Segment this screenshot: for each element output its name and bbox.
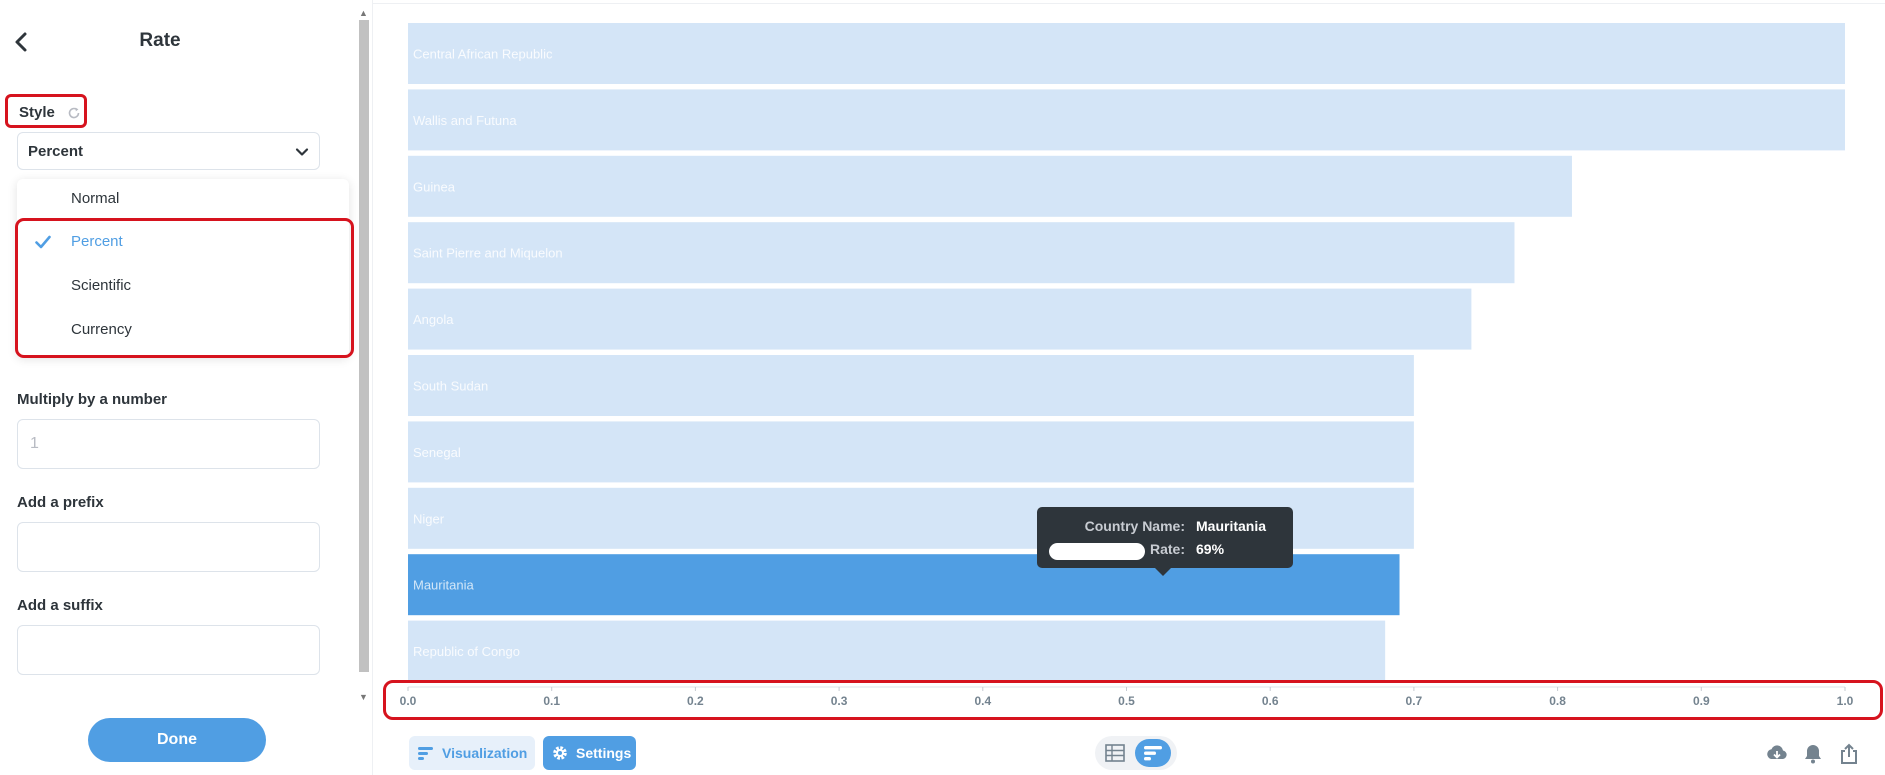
bar-label: Angola	[413, 312, 454, 327]
panel-title: Rate	[139, 30, 181, 51]
prefix-label: Add a prefix	[17, 494, 104, 511]
tooltip-key-rate: Rate:	[1149, 541, 1185, 557]
style-option-normal[interactable]: Normal	[17, 179, 349, 219]
share-icon[interactable]	[1837, 742, 1861, 766]
x-tick-label: 0.4	[974, 694, 991, 708]
chart-tooltip: Country Name: Mauritania Rate: 69%	[1037, 507, 1293, 576]
panel-scrollbar[interactable]: ▲ ▼	[356, 6, 371, 706]
bar[interactable]	[408, 355, 1414, 416]
top-divider	[373, 3, 1885, 4]
bar[interactable]	[408, 288, 1472, 350]
bar-chart: Central African Republic Wallis and Futun…	[400, 23, 1854, 708]
scroll-thumb[interactable]	[359, 20, 369, 672]
back-arrow-icon[interactable]	[10, 30, 34, 54]
scroll-up-icon[interactable]: ▲	[359, 8, 368, 18]
x-tick-label: 1.0	[1837, 694, 1854, 708]
tooltip-key-country: Country Name:	[1084, 518, 1185, 534]
x-tick-label: 0.8	[1549, 694, 1566, 708]
visualization-label: Visualization	[442, 745, 528, 761]
option-label: Currency	[71, 321, 132, 338]
bar[interactable]	[408, 421, 1414, 483]
scroll-down-icon[interactable]: ▼	[359, 692, 368, 702]
view-toggle	[1095, 736, 1177, 770]
option-label: Scientific	[71, 277, 132, 294]
bar[interactable]	[408, 23, 1845, 84]
bottom-bar: Visualization Settings	[373, 720, 1885, 775]
x-tick-label: 0.2	[687, 694, 704, 708]
settings-button[interactable]: Settings	[543, 736, 636, 770]
bar-label: Republic of Congo	[413, 644, 520, 659]
bar-label: Central African Republic	[413, 47, 553, 62]
tooltip-value-rate: 69%	[1196, 541, 1225, 557]
style-dropdown-menu: Normal Percent Scientific Currency	[17, 179, 349, 357]
redaction-mark	[1049, 543, 1145, 560]
style-select[interactable]: Percent	[17, 132, 320, 170]
bar-chart-icon	[1144, 746, 1162, 761]
bar-label: Wallis and Futuna	[413, 113, 517, 128]
bar[interactable]	[408, 89, 1845, 151]
bar-label: Niger	[413, 511, 445, 526]
visualization-button[interactable]: Visualization	[409, 736, 535, 770]
style-option-scientific[interactable]: Scientific	[17, 266, 349, 306]
option-label: Normal	[71, 190, 120, 207]
download-icon[interactable]	[1765, 742, 1789, 766]
bar-label: South Sudan	[413, 379, 488, 394]
x-tick-label: 0.1	[543, 694, 560, 708]
bar-chart-icon	[418, 747, 433, 760]
panel-divider	[372, 0, 373, 775]
panel-header: Rate	[0, 22, 340, 58]
style-label: Style	[19, 104, 55, 121]
bar[interactable]	[408, 620, 1386, 682]
style-option-percent[interactable]: Percent	[17, 222, 349, 262]
table-icon[interactable]	[1103, 742, 1127, 764]
gear-icon	[553, 746, 567, 760]
bar[interactable]	[408, 222, 1515, 284]
bar[interactable]	[408, 155, 1572, 217]
chart-view-toggle[interactable]	[1135, 739, 1171, 767]
style-option-currency[interactable]: Currency	[17, 310, 349, 350]
reset-icon[interactable]	[67, 106, 81, 120]
multiply-label: Multiply by a number	[17, 391, 168, 408]
style-select-value: Percent	[28, 143, 84, 160]
bar-label: Mauritania	[413, 578, 474, 593]
suffix-label: Add a suffix	[17, 597, 103, 614]
chart-area: Central African Republic Wallis and Futun…	[373, 0, 1885, 720]
bar-label: Guinea	[413, 179, 456, 194]
chevron-down-icon	[295, 148, 309, 156]
x-tick-label: 0.7	[1406, 694, 1423, 708]
bar-label: Saint Pierre and Miquelon	[413, 246, 563, 261]
multiply-input[interactable]	[17, 419, 320, 469]
option-label: Percent	[71, 233, 123, 250]
x-tick-label: 0.0	[400, 694, 417, 708]
suffix-input[interactable]	[17, 625, 320, 675]
style-label-highlight: Style	[5, 94, 87, 128]
bell-icon[interactable]	[1801, 742, 1825, 766]
x-tick-label: 0.9	[1693, 694, 1710, 708]
x-tick-label: 0.5	[1118, 694, 1135, 708]
prefix-input[interactable]	[17, 522, 320, 572]
x-tick-label: 0.6	[1262, 694, 1279, 708]
settings-label: Settings	[576, 745, 632, 761]
done-button[interactable]: Done	[88, 718, 266, 762]
bar-label: Senegal	[413, 445, 461, 460]
checkmark-icon	[35, 235, 51, 249]
x-tick-label: 0.3	[831, 694, 848, 708]
settings-panel: Rate Style Percent Normal Percent Scient…	[0, 0, 369, 775]
tooltip-value-country: Mauritania	[1196, 518, 1267, 534]
